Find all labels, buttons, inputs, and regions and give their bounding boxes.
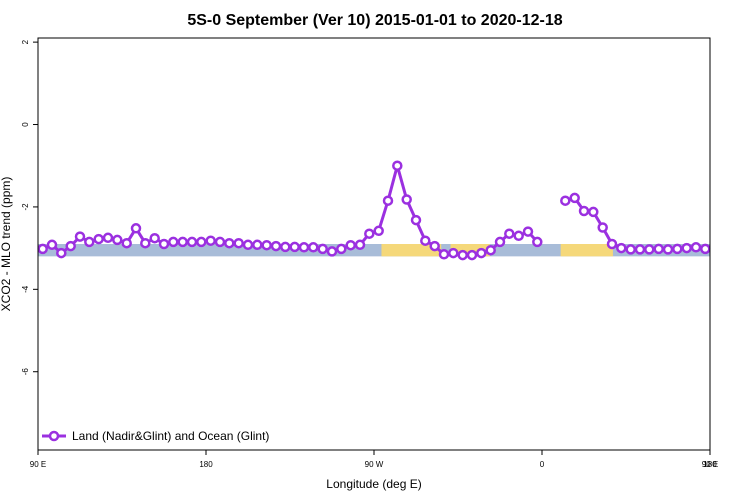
data-point	[214, 236, 226, 248]
x-tick-label: 0	[540, 460, 545, 469]
data-point	[205, 235, 216, 246]
data-point	[410, 214, 422, 226]
land-band	[560, 244, 613, 257]
y-axis-label: XCO2 - MLO trend (ppm)	[0, 177, 13, 312]
data-point	[392, 160, 403, 171]
data-point	[326, 246, 338, 257]
data-point	[494, 236, 506, 248]
y-tick-label: 0	[21, 122, 30, 127]
data-point	[233, 237, 244, 249]
legend-marker-swatch	[48, 430, 60, 442]
data-point	[485, 244, 496, 256]
data-point	[252, 239, 263, 251]
data-point	[597, 222, 608, 233]
y-tick-label: -4	[21, 285, 30, 293]
data-point	[625, 244, 636, 255]
data-point	[429, 240, 440, 252]
data-point	[37, 243, 48, 255]
data-point	[298, 242, 310, 253]
data-point	[280, 241, 291, 253]
series-layer	[37, 160, 711, 261]
data-point	[289, 241, 300, 253]
data-point	[354, 239, 366, 251]
y-tick-label: -6	[21, 368, 30, 376]
data-point	[261, 239, 272, 251]
land-band	[381, 244, 442, 257]
x-tick-label: 90 W	[365, 460, 384, 469]
data-point	[84, 236, 95, 248]
data-point	[149, 232, 160, 244]
y-tick-label: -2	[21, 203, 30, 211]
data-point	[308, 242, 319, 253]
data-point	[224, 237, 235, 249]
data-point	[102, 232, 114, 244]
data-point	[588, 206, 599, 218]
data-point	[578, 205, 590, 217]
data-point	[177, 236, 188, 248]
data-point	[606, 238, 618, 250]
data-point	[420, 235, 431, 246]
data-point	[140, 237, 151, 249]
ocean-band	[38, 244, 710, 257]
data-point	[532, 236, 543, 248]
legend: Land (Nadir&Glint) and Ocean (Glint)	[42, 429, 269, 443]
y-axis: 2 0 -2 -4 -6	[21, 39, 38, 375]
data-point	[196, 236, 207, 248]
data-point	[644, 244, 655, 255]
series-line	[564, 196, 706, 251]
x-tick-label: 90 E	[702, 460, 718, 469]
data-point	[65, 240, 76, 252]
data-point	[560, 195, 571, 206]
x-axis-label: Longitude (deg E)	[326, 477, 421, 491]
legend-label: Land (Nadir&Glint) and Ocean (Glint)	[72, 429, 269, 443]
data-point	[168, 236, 179, 248]
data-point	[653, 243, 664, 255]
data-point	[93, 233, 104, 245]
data-point	[476, 247, 487, 259]
data-point	[401, 194, 412, 205]
data-point	[364, 228, 375, 239]
chart-title: 5S-0 September (Ver 10) 2015-01-01 to 20…	[187, 12, 562, 29]
data-point	[634, 244, 646, 255]
data-point	[270, 240, 282, 252]
data-point	[74, 231, 86, 242]
data-point	[457, 249, 468, 261]
data-point	[616, 242, 627, 254]
data-point	[662, 244, 674, 255]
data-point	[700, 243, 711, 255]
x-tick-label: 90 E	[30, 460, 46, 469]
data-point	[438, 249, 450, 260]
data-point	[56, 247, 67, 259]
data-point	[569, 192, 580, 204]
data-point	[130, 223, 142, 234]
x-tick-label: 180	[703, 460, 717, 469]
data-point	[345, 239, 356, 251]
data-point	[522, 226, 534, 237]
data-point	[504, 228, 515, 239]
data-point	[466, 249, 478, 261]
data-point	[46, 239, 58, 251]
data-point	[317, 243, 328, 255]
data-point	[186, 236, 198, 248]
data-point	[336, 243, 347, 255]
data-point	[242, 239, 254, 251]
data-point	[121, 237, 132, 249]
data-point	[690, 242, 702, 253]
data-point	[672, 243, 683, 255]
data-point	[382, 195, 394, 206]
data-point	[158, 238, 170, 250]
y-tick-label: 2	[21, 39, 30, 44]
data-point	[112, 234, 123, 246]
data-point	[681, 242, 692, 254]
data-point	[448, 247, 459, 259]
x-tick-label: 180	[199, 460, 213, 469]
data-point	[373, 225, 384, 237]
data-point	[513, 230, 524, 242]
